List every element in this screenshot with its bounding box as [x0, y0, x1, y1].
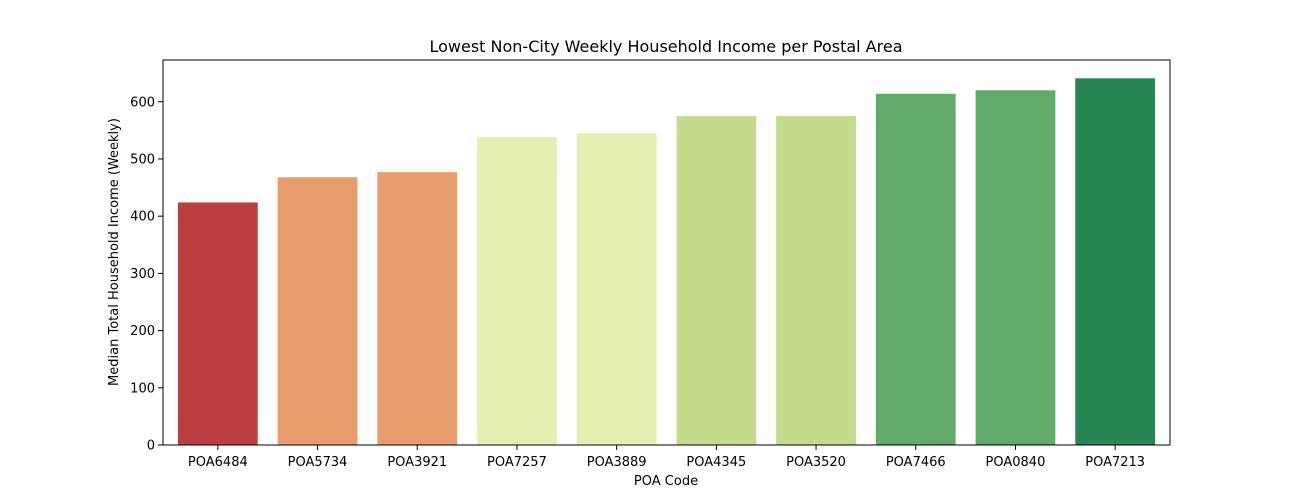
bar-poa7466	[875, 93, 956, 445]
y-axis-label: Median Total Household Income (Weekly)	[107, 118, 122, 386]
x-tick-label: POA3921	[387, 455, 447, 470]
x-tick-label: POA7213	[1085, 455, 1145, 470]
y-tick-label: 200	[130, 324, 155, 339]
x-axis-ticks: POA6484 POA5734 POA3921 POA7257 POA3889 POA43…	[188, 445, 1145, 470]
bar-poa6484	[177, 202, 258, 445]
bar-poa3921	[377, 172, 458, 445]
x-tick-label: POA6484	[188, 455, 248, 470]
bar-poa7257	[477, 137, 557, 445]
x-axis-label: POA Code	[634, 474, 698, 489]
x-tick-label: POA5734	[288, 455, 348, 470]
bars-group	[177, 78, 1156, 446]
x-tick-label: POA7466	[886, 455, 946, 470]
y-tick-label: 500	[130, 152, 155, 167]
plot-frame	[162, 59, 1171, 446]
x-tick-label: POA7257	[487, 455, 547, 470]
bar-poa5734	[277, 177, 358, 445]
x-tick-label: POA0840	[986, 455, 1046, 470]
x-tick-label: POA4345	[686, 455, 746, 470]
bar-poa7213	[1075, 78, 1156, 445]
y-axis-ticks: 0 100 200 300 400 500 600	[130, 95, 163, 454]
x-tick-label: POA3889	[587, 455, 647, 470]
x-tick-label: POA3520	[786, 455, 846, 470]
y-tick-label: 400	[130, 210, 155, 225]
y-tick-label: 300	[130, 267, 155, 282]
bar-poa4345	[676, 116, 757, 445]
y-tick-label: 600	[130, 95, 155, 110]
bar-poa3520	[776, 116, 856, 445]
y-tick-label: 0	[147, 439, 155, 454]
bar-poa3889	[576, 133, 657, 445]
chart-title: Lowest Non-City Weekly Household Income …	[429, 37, 902, 56]
bar-poa0840	[975, 90, 1056, 446]
y-tick-label: 100	[130, 381, 155, 396]
